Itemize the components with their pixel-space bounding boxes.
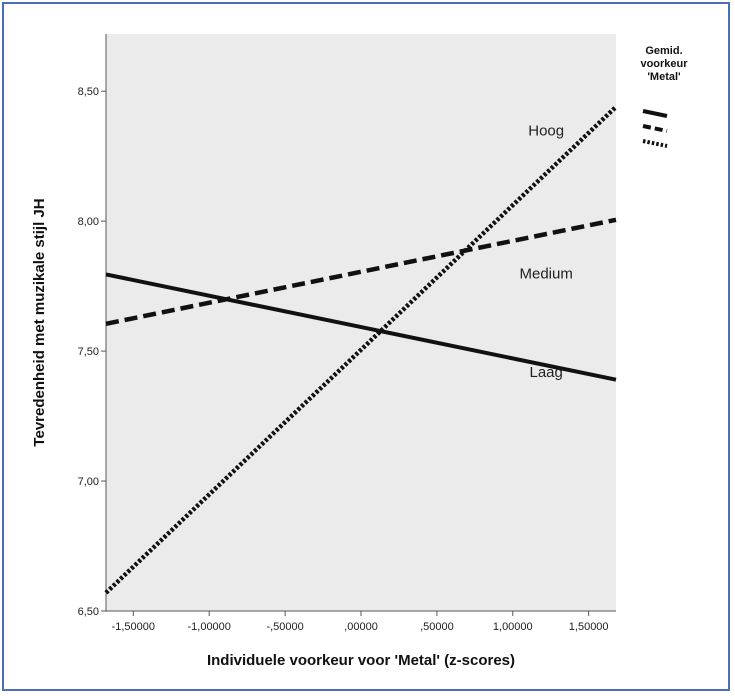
y-tick-label: 8,00 (78, 216, 99, 228)
y-tick-label: 7,00 (78, 476, 99, 488)
plot-area (106, 34, 616, 611)
x-tick-label: -,50000 (266, 621, 303, 633)
legend-title-line-1: Gemid. (645, 45, 682, 57)
y-tick-label: 6,50 (78, 606, 99, 618)
x-axis: -1,50000 -1,00000 -,50000 ,00000 ,50000 1,000… (106, 610, 616, 633)
series-label-laag: Laag (529, 364, 562, 381)
series-lines (104, 105, 618, 595)
legend-title-line-3: 'Metal' (647, 71, 681, 83)
legend-swatch-laag (642, 109, 668, 118)
x-tick-label: ,50000 (420, 621, 454, 633)
legend-swatch-hoog (642, 139, 668, 148)
x-tick-label: -1,00000 (187, 621, 230, 633)
y-axis-title: Tevredenheid met muzikale stijl JH (31, 198, 48, 446)
series-line-medium (105, 217, 617, 327)
x-tick-label: ,00000 (344, 621, 378, 633)
series-label-medium: Medium (519, 265, 572, 282)
x-tick-label: -1,50000 (112, 621, 155, 633)
legend-swatches (642, 109, 668, 148)
legend-swatch-medium (642, 124, 668, 133)
x-tick-label: 1,00000 (493, 621, 533, 633)
x-tick-label: 1,50000 (569, 621, 609, 633)
y-axis: 6,50 7,00 7,50 8,00 8,50 (78, 34, 107, 618)
series-label-hoog: Hoog (528, 122, 564, 139)
series-labels: Laag Medium Hoog (519, 122, 572, 381)
y-tick-label: 7,50 (78, 346, 99, 358)
series-line-laag (105, 272, 617, 382)
legend-title-line-2: voorkeur (640, 58, 688, 70)
series-line-hoog (104, 105, 618, 595)
y-tick-label: 8,50 (78, 86, 99, 98)
legend: Gemid. voorkeur 'Metal' (640, 45, 688, 148)
x-axis-title: Individuele voorkeur voor 'Metal' (z-sco… (207, 652, 515, 669)
